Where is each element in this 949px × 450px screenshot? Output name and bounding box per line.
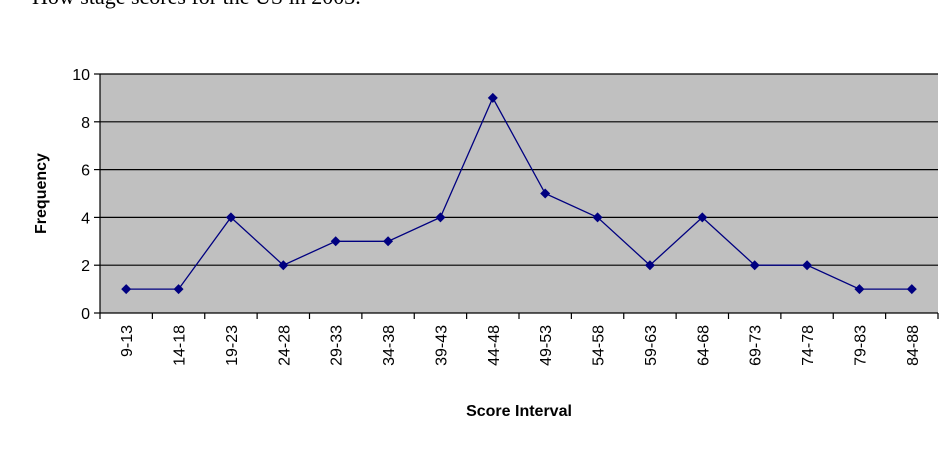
- y-tick-label: 10: [72, 67, 90, 84]
- x-tick-label: 39-43: [433, 325, 450, 366]
- x-tick-label: 64-68: [695, 325, 712, 366]
- data-point-marker: [540, 188, 551, 199]
- data-point-marker: [225, 212, 236, 223]
- x-tick-label: 69-73: [748, 325, 765, 366]
- y-tick-label: 4: [81, 210, 90, 227]
- data-point-marker: [749, 260, 760, 271]
- data-point-marker: [697, 212, 708, 223]
- x-tick-label: 9-13: [119, 325, 136, 357]
- y-tick-label: 8: [81, 115, 90, 132]
- data-point-marker: [278, 260, 289, 271]
- y-axis-title: Frequency: [33, 153, 50, 234]
- x-axis-title: Score Interval: [466, 403, 572, 420]
- data-point-marker: [592, 212, 603, 223]
- plot-area: [100, 74, 938, 313]
- x-tick-label: 19-23: [224, 325, 241, 366]
- data-point-marker: [121, 284, 132, 295]
- x-tick-label: 24-28: [276, 325, 293, 366]
- x-tick-label: 84-88: [905, 325, 922, 366]
- x-tick-labels: 9-13 14-18 19-23 24-28 29-33 34-38 39-43 44-48 4…: [119, 325, 922, 366]
- y-tick-label: 2: [81, 258, 90, 275]
- data-point-marker: [330, 236, 341, 247]
- x-tick-label: 49-53: [538, 325, 555, 366]
- x-tick-label: 54-58: [591, 325, 608, 366]
- y-tick-label: 0: [81, 306, 90, 323]
- top-caption-text: How stage scores for the US in 2003.: [32, 0, 361, 10]
- data-point-marker: [173, 284, 184, 295]
- series-markers: [121, 92, 917, 295]
- x-tick-label: 74-78: [800, 325, 817, 366]
- x-tick-label: 34-38: [381, 325, 398, 366]
- x-tick-label: 79-83: [852, 325, 869, 366]
- x-tick-label: 44-48: [486, 325, 503, 366]
- x-tick-label: 14-18: [172, 325, 189, 366]
- data-point-marker: [906, 284, 917, 295]
- data-point-marker: [854, 284, 865, 295]
- data-point-marker: [383, 236, 394, 247]
- series-line: [126, 96, 912, 290]
- data-point-marker: [802, 260, 813, 271]
- axes: [94, 73, 939, 319]
- y-tick-label: 6: [81, 163, 90, 180]
- x-tick-label: 29-33: [329, 325, 346, 366]
- data-point-marker: [487, 92, 498, 103]
- data-point-marker: [644, 260, 655, 271]
- x-tick-label: 59-63: [643, 325, 660, 366]
- y-tick-labels: 0 2 4 6 8 10: [72, 67, 90, 323]
- data-point-marker: [435, 212, 446, 223]
